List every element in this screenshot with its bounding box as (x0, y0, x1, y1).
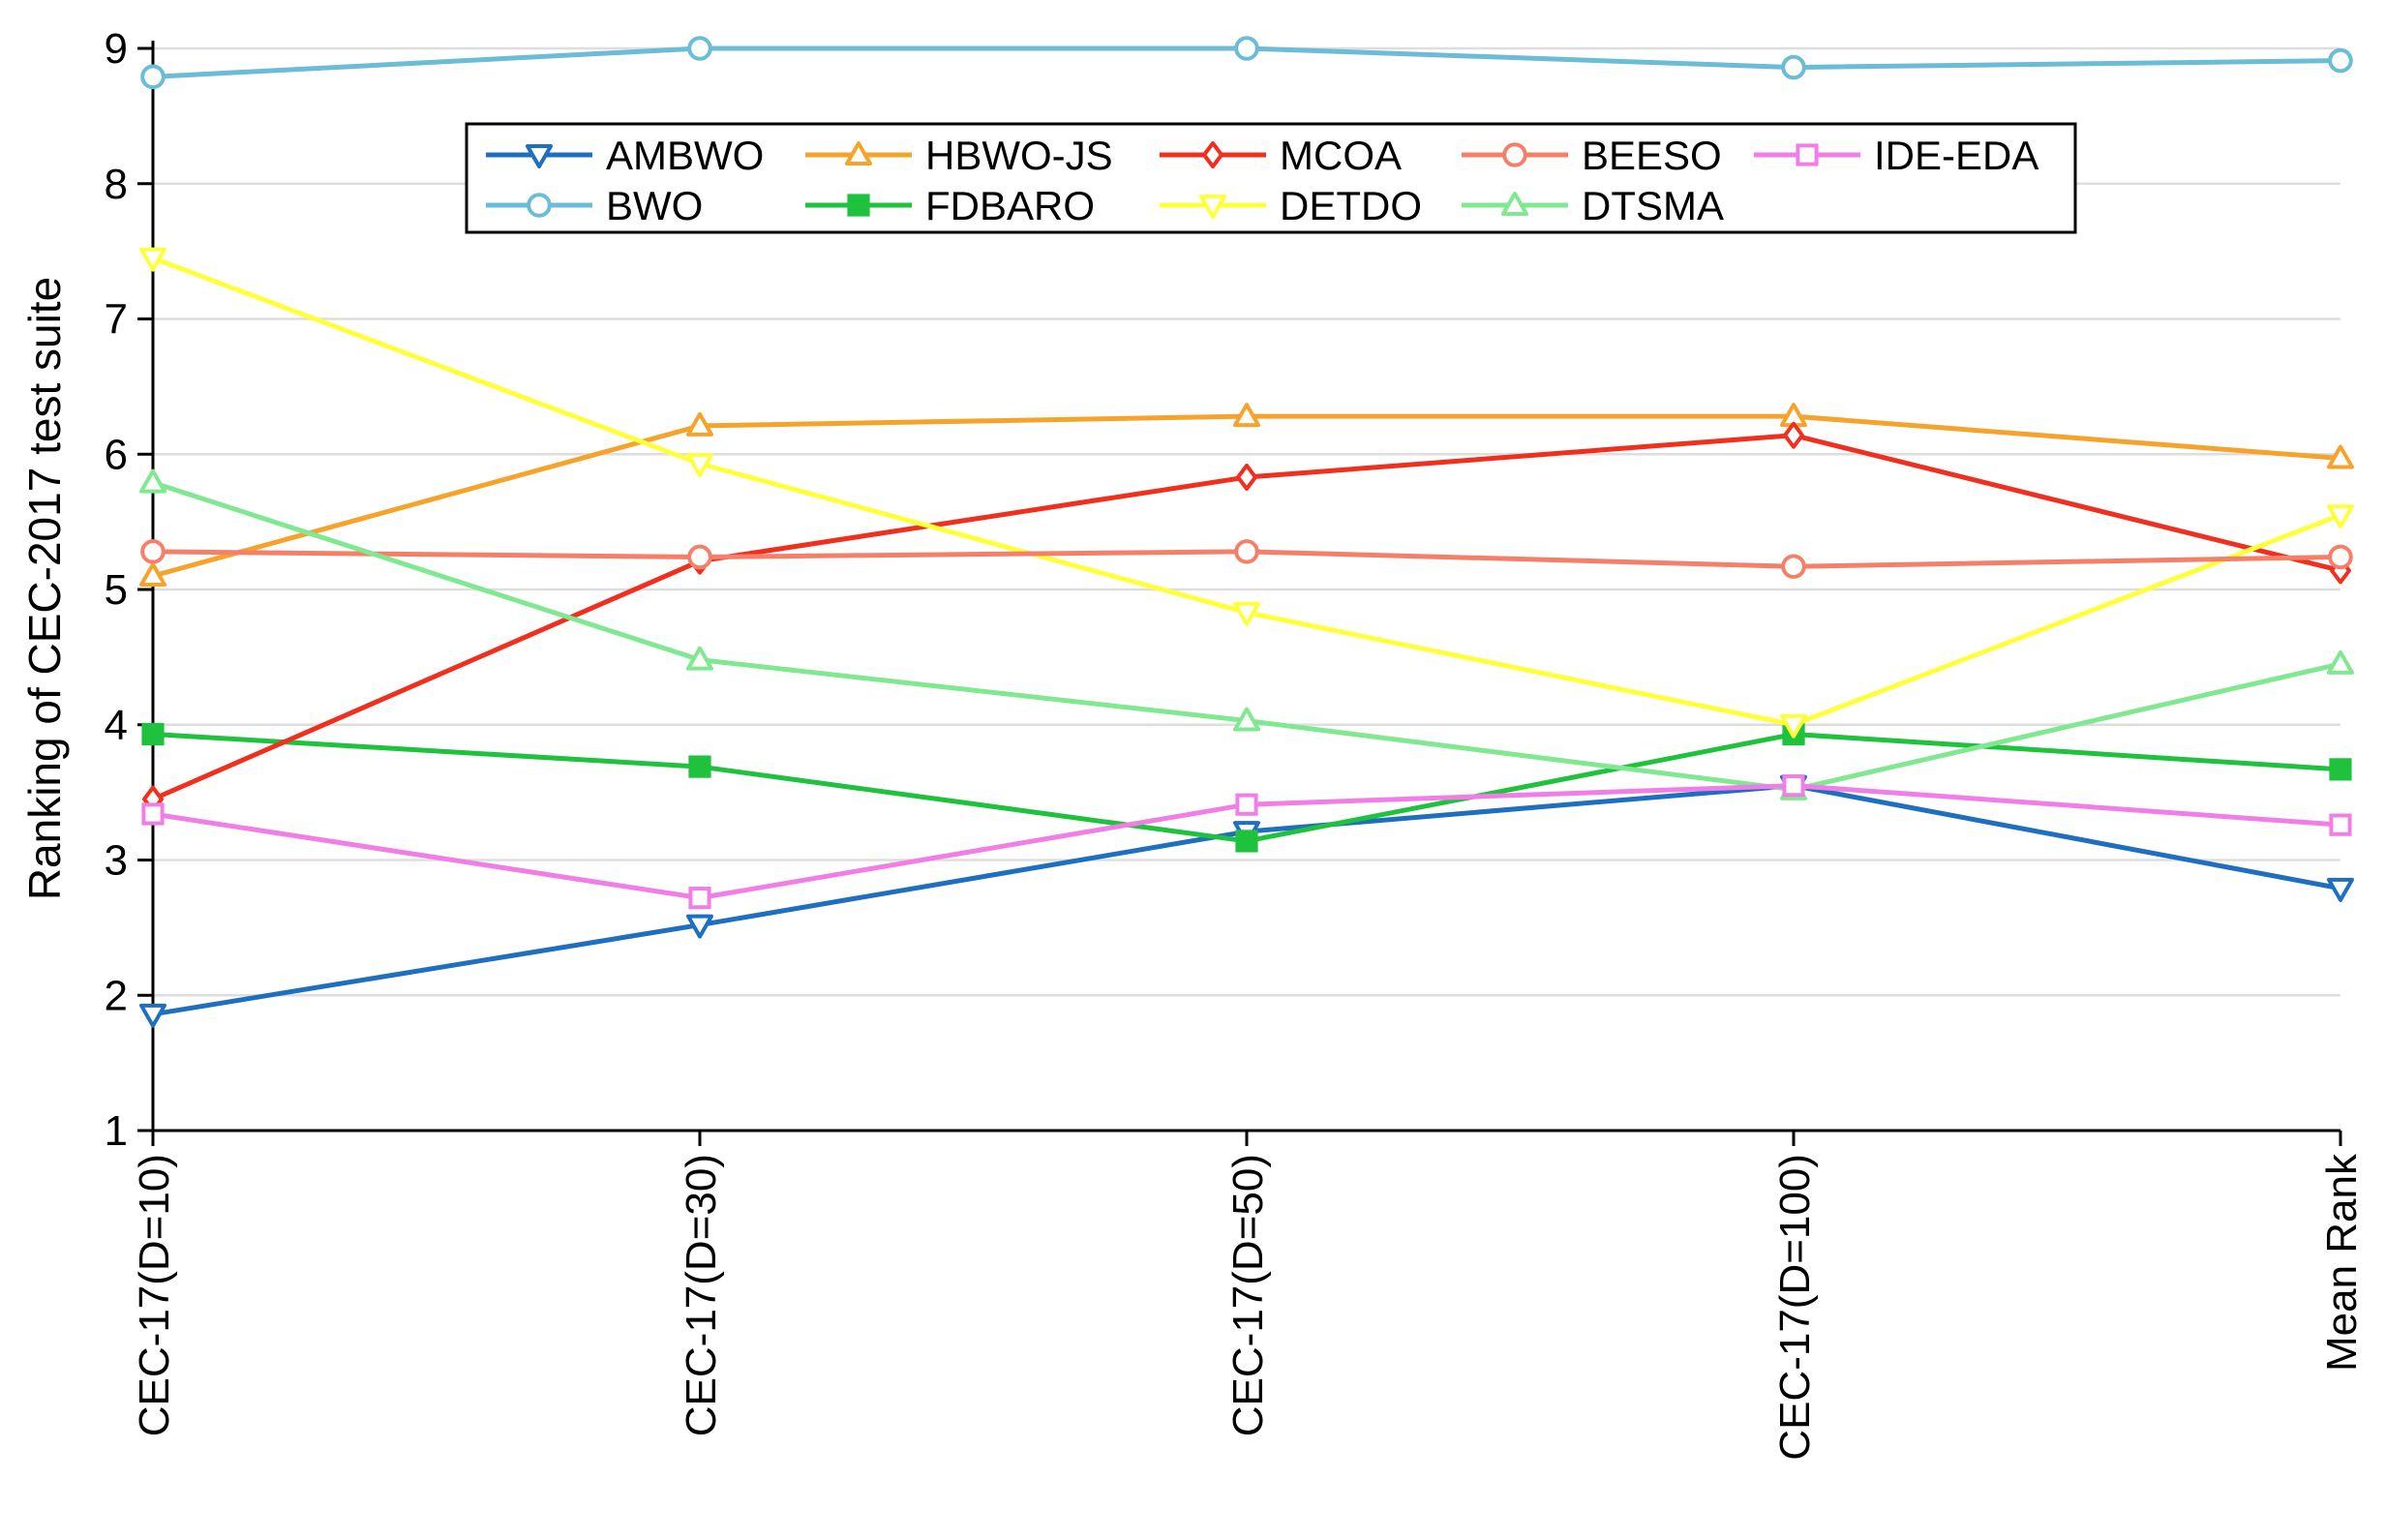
legend-item-dtsma: DTSMA (1462, 183, 1724, 228)
legend-label-beeso: BEESO (1582, 133, 1722, 178)
legend-marker-dtsma (1501, 192, 1528, 216)
series-ide-eda (141, 774, 2352, 910)
data-point-hbwo-js (139, 562, 166, 588)
data-point-beeso (2328, 544, 2353, 570)
y-tick-label: 2 (105, 972, 128, 1019)
data-point-dtsma (139, 468, 166, 494)
legend-marker-hbwo-js (845, 141, 872, 166)
data-point-ide-eda (688, 887, 711, 910)
legend-marker-fdbaro (847, 194, 870, 217)
series-bwo (140, 36, 2353, 90)
data-point-detdo (1233, 601, 1260, 626)
series-layer (139, 36, 2354, 1028)
legend-label-mcoa: MCOA (1280, 133, 1402, 178)
data-point-ambwo (686, 914, 713, 939)
x-tick-label: CEC-17(D=30) (678, 1154, 725, 1436)
data-point-ambwo (139, 1003, 166, 1028)
legend-box (465, 122, 2077, 234)
legend-item-bwo: BWO (486, 183, 703, 228)
data-point-ide-eda (141, 802, 165, 826)
x-tick-label: CEC-17(D=50) (1224, 1154, 1272, 1436)
series-dtsma (139, 468, 2354, 800)
legend-item-fdbaro: FDBARO (805, 183, 1095, 228)
data-point-ide-eda (1782, 774, 1805, 798)
data-point-dtsma (2327, 649, 2354, 675)
data-point-fdbaro (1235, 830, 1258, 853)
series-detdo (139, 247, 2354, 739)
data-point-detdo (139, 247, 166, 272)
y-tick-label: 4 (105, 702, 128, 749)
data-point-hbwo-js (686, 411, 713, 437)
y-tick-label: 3 (105, 837, 128, 885)
data-point-detdo (686, 453, 713, 478)
data-point-fdbaro (141, 722, 165, 746)
legend-label-dtsma: DTSMA (1582, 183, 1724, 228)
data-point-beeso (1781, 554, 1806, 580)
x-tick-label: CEC-17(D=10) (131, 1154, 178, 1436)
data-point-ambwo (2327, 877, 2354, 902)
x-tick-label: CEC-17(D=100) (1771, 1154, 1819, 1461)
data-point-dtsma (1233, 707, 1260, 732)
axes: 1 2 3 4 5 6 7 8 9 CEC-17(D=10) CEC-17(D=30) CEC-17(… (105, 25, 2366, 1461)
legend-marker-ambwo (526, 144, 553, 168)
legend-label-ambwo: AMBWO (606, 133, 764, 178)
data-point-mcoa (1783, 421, 1804, 449)
legend-item-mcoa: MCOA (1160, 133, 1402, 178)
legend-item-hbwo-js: HBWO-JS (805, 133, 1113, 178)
series-hbwo-js (139, 403, 2354, 588)
data-point-beeso (687, 544, 712, 570)
legend-marker-ide-eda (1796, 143, 1819, 166)
data-point-bwo (2328, 47, 2353, 74)
data-point-ide-eda (2329, 813, 2352, 836)
series-beeso (140, 539, 2353, 580)
y-tick-label: 9 (105, 25, 128, 73)
legend-label-detdo: DETDO (1280, 183, 1422, 228)
data-point-bwo (1781, 54, 1806, 80)
data-point-fdbaro (2329, 758, 2352, 781)
data-point-detdo (1780, 713, 1807, 739)
data-point-dtsma (686, 646, 713, 671)
y-tick-label: 6 (105, 431, 128, 478)
y-tick-label: 5 (105, 566, 128, 614)
legend-item-ide-eda: IDE-EDA (1754, 133, 2038, 178)
y-axis-title: Ranking of CEC-2017 test suite (19, 277, 70, 900)
legend-label-ide-eda: IDE-EDA (1874, 133, 2038, 178)
data-point-fdbaro (688, 755, 711, 778)
y-tick-label: 8 (105, 161, 128, 208)
legend-label-bwo: BWO (606, 183, 703, 228)
data-point-beeso (1234, 539, 1259, 564)
legend-marker-mcoa (1202, 141, 1223, 168)
data-point-ide-eda (1235, 793, 1258, 816)
y-tick-label: 7 (105, 296, 128, 344)
legend-marker-bwo (527, 193, 552, 218)
data-point-hbwo-js (2327, 444, 2354, 469)
legend-item-ambwo: AMBWO (486, 133, 764, 178)
legend: AMBWO BWO HBWO-JS FDBARO MCOA DETDO BEESO DTSMA… (465, 122, 2077, 234)
x-tick-label: Mean Rank (2318, 1153, 2366, 1372)
legend-item-beeso: BEESO (1462, 133, 1722, 178)
data-point-bwo (687, 36, 712, 61)
legend-label-hbwo-js: HBWO-JS (925, 133, 1113, 178)
y-tick-label: 1 (105, 1107, 128, 1155)
legend-marker-detdo (1199, 195, 1226, 219)
data-point-beeso (140, 539, 166, 564)
data-point-detdo (2327, 504, 2354, 529)
legend-label-fdbaro: FDBARO (925, 183, 1095, 228)
legend-item-detdo: DETDO (1160, 183, 1422, 228)
legend-marker-beeso (1502, 142, 1527, 167)
data-point-bwo (1234, 36, 1259, 61)
data-point-hbwo-js (1233, 403, 1260, 428)
data-point-mcoa (1236, 464, 1257, 492)
data-point-bwo (140, 64, 166, 90)
